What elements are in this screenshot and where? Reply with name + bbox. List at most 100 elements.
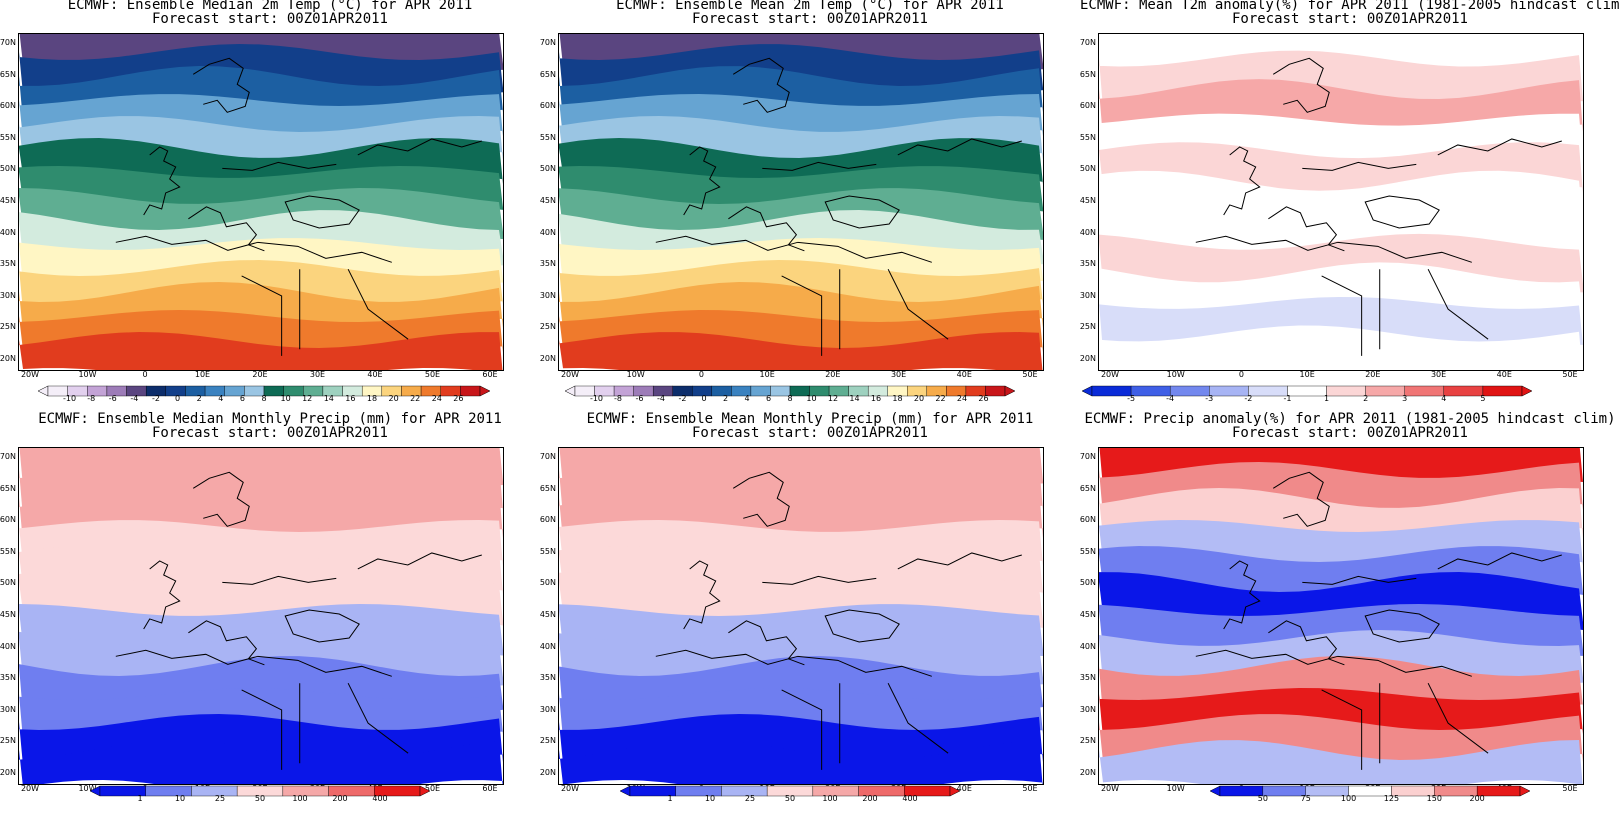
coastline — [1364, 609, 1440, 643]
colorbar — [564, 382, 1016, 401]
colorbar-tick-label: 1 — [137, 794, 143, 803]
lat-tick-label: 50N — [0, 578, 16, 588]
coastline — [192, 471, 250, 527]
lat-tick-label: 55N — [539, 546, 556, 556]
panel-subtitle: Forecast start: 00Z01APR2011 — [151, 11, 388, 27]
colorbar-tick-label: 10 — [806, 394, 817, 403]
colorbar-tick-label: 20 — [388, 394, 399, 403]
lon-tick-label: 60E — [482, 370, 498, 379]
lat-tick-label: 50N — [539, 578, 556, 588]
lat-tick-label: 30N — [539, 704, 556, 714]
colorbar-tick-label: 10 — [280, 394, 291, 403]
lat-tick-label: 40N — [539, 641, 556, 651]
lat-tick-label: 30N — [1079, 290, 1096, 300]
colorbar-tick-label: 6 — [239, 394, 245, 403]
map-panel-4: ECMWF: Ensemble Median Monthly Precip (m… — [0, 412, 540, 828]
lon-tick-label: 10W — [78, 370, 97, 379]
colorbar-tick-label: 25 — [744, 794, 756, 803]
colorbar-tick-label: -10 — [589, 394, 604, 403]
colorbar-tick-label: 2 — [196, 394, 202, 403]
coastline — [732, 57, 790, 113]
colorbar-tick-label: 50 — [1257, 794, 1268, 803]
colorbar-arrow-high — [949, 785, 961, 797]
map-area — [558, 33, 1044, 371]
colorbar-tick-label: -10 — [63, 394, 77, 403]
colorbar — [89, 782, 431, 801]
map-field — [19, 34, 503, 370]
colorbar-tick-label: 4 — [1441, 394, 1447, 403]
lat-tick-label: 45N — [1079, 610, 1096, 619]
colorbar-arrow-low — [37, 385, 49, 397]
lat-tick-label: 70N — [1079, 452, 1096, 461]
coastline — [1321, 682, 1489, 770]
colorbar-tick-label: 16 — [870, 394, 882, 403]
lat-tick-label: 70N — [1079, 38, 1096, 47]
lat-tick-label: 70N — [539, 38, 556, 47]
colorbar-tick-label: 6 — [765, 394, 772, 403]
lat-tick-label: 35N — [0, 259, 16, 269]
contour-band — [19, 740, 503, 784]
coastline — [192, 57, 250, 113]
colorbar-arrow-low — [89, 785, 101, 797]
coastline — [143, 146, 181, 216]
lon-tick-label: 20W — [20, 370, 40, 379]
colorbar-tick-label: 200 — [862, 794, 878, 803]
colorbar-tick-label: 100 — [292, 794, 308, 803]
lat-tick-label: 55N — [539, 132, 556, 142]
colorbar-tick-label: 24 — [956, 394, 968, 403]
colorbar-tick-label: 0 — [701, 394, 707, 403]
lat-tick-label: 60N — [0, 515, 16, 525]
colorbar — [1081, 382, 1533, 401]
contour-band — [559, 332, 1043, 370]
colorbar-tick-label: -4 — [1166, 394, 1175, 403]
lat-tick-label: 30N — [539, 290, 556, 300]
lat-tick-label: 65N — [1079, 483, 1096, 493]
lat-tick-label: 55N — [0, 546, 16, 556]
map-field — [559, 34, 1043, 370]
lat-tick-label: 20N — [0, 354, 16, 363]
map-area — [18, 447, 504, 785]
colorbar — [619, 782, 961, 801]
coastline — [115, 649, 392, 677]
colorbar-tick-label: 8 — [787, 394, 793, 403]
colorbar-tick-label: 25 — [214, 794, 226, 803]
colorbar-tick-label: -3 — [1205, 394, 1214, 403]
panel-subtitle: Forecast start: 00Z01APR2011 — [691, 11, 928, 27]
colorbar-tick-label: -6 — [108, 394, 117, 403]
lat-tick-label: 35N — [539, 259, 556, 269]
colorbar-tick-label: 10 — [174, 794, 186, 803]
coastline — [115, 235, 392, 263]
colorbar-tick-label: 400 — [372, 794, 388, 803]
contour-band — [1099, 325, 1583, 370]
coastline — [1321, 268, 1489, 356]
coastline — [1302, 552, 1562, 585]
lon-tick-label: 20W — [1100, 784, 1120, 793]
coastline — [1302, 138, 1562, 171]
lat-tick-label: 20N — [539, 354, 556, 363]
colorbar-arrow-high — [1004, 385, 1016, 397]
colorbar-tick-label: -8 — [87, 394, 96, 403]
lon-tick-label: 30E — [890, 370, 907, 379]
contour-band — [19, 188, 503, 240]
coastline — [655, 235, 932, 263]
lat-tick-label: 40N — [1079, 227, 1096, 237]
lon-tick-label: 0 — [698, 370, 704, 379]
lon-tick-label: 60E — [482, 784, 498, 793]
lon-tick-label: 50E — [424, 784, 441, 793]
colorbar-tick-label: -1 — [1283, 394, 1292, 403]
panel-title: ECMWF: Ensemble Mean 2m Temp (°C) for AP… — [616, 0, 1004, 13]
coastline — [241, 268, 409, 356]
colorbar-tick-label: 100 — [822, 794, 838, 803]
colorbar-tick-label: 200 — [332, 794, 348, 803]
coastline — [1268, 206, 1345, 252]
colorbar-tick-label: 18 — [366, 394, 378, 403]
colorbar-tick-label: 400 — [902, 794, 918, 803]
lat-tick-label: 60N — [539, 101, 556, 111]
lat-tick-label: 20N — [0, 768, 16, 777]
colorbar-tick-label: 1 — [1323, 394, 1330, 403]
lat-tick-label: 65N — [0, 69, 16, 79]
lon-tick-label: 50E — [1022, 370, 1038, 379]
lon-tick-label: 20E — [252, 370, 268, 379]
panel-title: ECMWF: Mean T2m anomaly(%) for APR 2011 … — [1080, 0, 1620, 13]
lat-tick-label: 70N — [0, 452, 16, 461]
